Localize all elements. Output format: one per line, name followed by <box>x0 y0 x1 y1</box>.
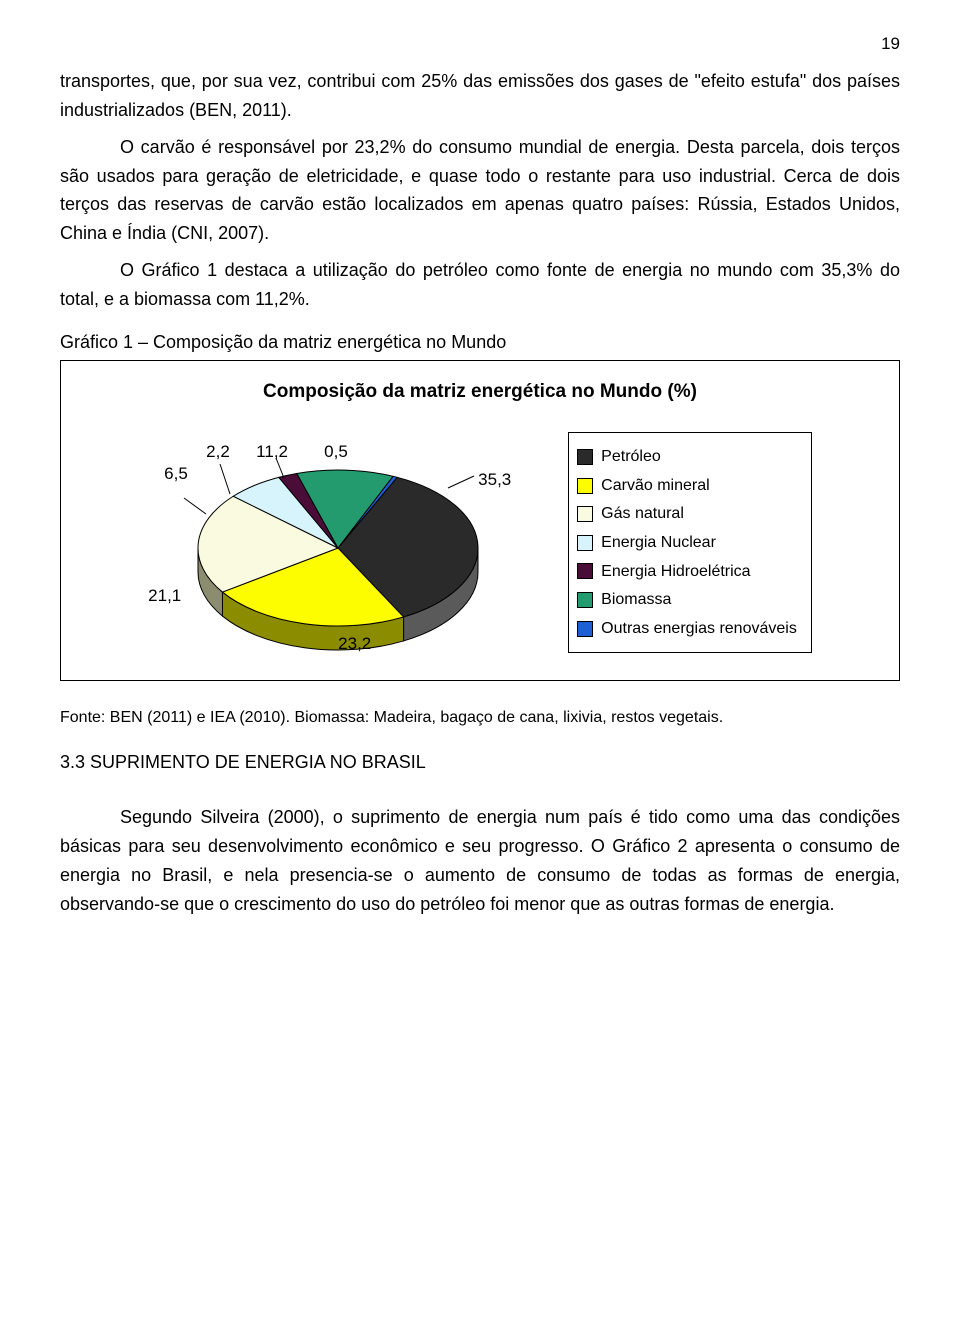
chart-source: Fonte: BEN (2011) e IEA (2010). Biomassa… <box>60 705 900 731</box>
pie-value-label: 0,5 <box>324 438 348 465</box>
legend-item: Gás natural <box>577 501 797 527</box>
paragraph-3: O Gráfico 1 destaca a utilização do petr… <box>60 256 900 314</box>
legend-label: Carvão mineral <box>601 473 709 499</box>
legend-item: Carvão mineral <box>577 473 797 499</box>
pie-value-label: 2,2 <box>206 438 230 465</box>
legend-label: Outras energias renováveis <box>601 616 797 642</box>
legend-swatch <box>577 449 593 465</box>
legend-swatch <box>577 592 593 608</box>
legend-item: Biomassa <box>577 587 797 613</box>
pie-value-label: 11,2 <box>256 438 288 465</box>
legend-swatch <box>577 506 593 522</box>
paragraph-4: Segundo Silveira (2000), o suprimento de… <box>60 803 900 918</box>
legend-swatch <box>577 563 593 579</box>
legend-swatch <box>577 621 593 637</box>
legend-label: Biomassa <box>601 587 671 613</box>
paragraph-1: transportes, que, por sua vez, contribui… <box>60 67 900 125</box>
page-number: 19 <box>60 30 900 57</box>
chart-caption: Gráfico 1 – Composição da matriz energét… <box>60 328 900 357</box>
chart-title: Composição da matriz energética no Mundo… <box>73 377 887 407</box>
legend-item: Outras energias renováveis <box>577 616 797 642</box>
legend-label: Petróleo <box>601 444 661 470</box>
legend-item: Energia Nuclear <box>577 530 797 556</box>
legend-label: Energia Hidroelétrica <box>601 559 750 585</box>
legend: Petróleo Carvão mineralGás natural Energia… <box>568 432 812 653</box>
legend-label: Gás natural <box>601 501 684 527</box>
section-heading: 3.3 SUPRIMENTO DE ENERGIA NO BRASIL <box>60 748 900 777</box>
pie-wrap: 35,3 23,2 21,1 6,5 2,2 11,2 0,5 <box>148 428 528 658</box>
pie-value-label: 6,5 <box>164 460 188 487</box>
legend-item: Petróleo <box>577 444 797 470</box>
pie-value-label: 35,3 <box>478 466 511 493</box>
legend-label: Energia Nuclear <box>601 530 716 556</box>
pie-value-label: 23,2 <box>338 630 371 657</box>
legend-item: Energia Hidroelétrica <box>577 559 797 585</box>
pie-value-label: 21,1 <box>148 582 181 609</box>
legend-swatch <box>577 535 593 551</box>
chart-container: Composição da matriz energética no Mundo… <box>60 360 900 680</box>
legend-swatch <box>577 478 593 494</box>
chart-body: 35,3 23,2 21,1 6,5 2,2 11,2 0,5 Petróleo Carvão… <box>73 428 887 658</box>
paragraph-2: O carvão é responsável por 23,2% do cons… <box>60 133 900 248</box>
